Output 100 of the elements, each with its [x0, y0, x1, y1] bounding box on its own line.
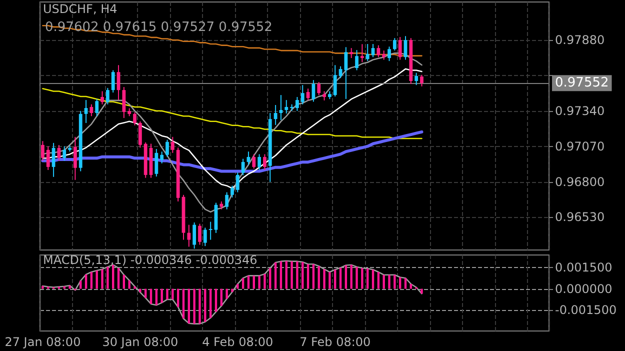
- candlestick: [258, 154, 262, 170]
- bar: [90, 272, 93, 289]
- y-tick-label: 0.96530: [555, 210, 605, 224]
- x-tick-label: 4 Feb 08:00: [202, 335, 274, 349]
- bar: [182, 288, 185, 319]
- candlestick: [187, 224, 191, 248]
- bar: [242, 278, 244, 289]
- candlestick: [106, 87, 110, 105]
- line-series: [42, 88, 422, 140]
- bar: [258, 276, 260, 289]
- bar: [388, 274, 390, 289]
- bar: [280, 261, 282, 289]
- candlestick: [208, 221, 212, 240]
- candlestick: [322, 90, 326, 101]
- bar: [101, 269, 104, 289]
- bar: [139, 288, 142, 292]
- candlestick: [166, 139, 169, 158]
- bar: [117, 268, 120, 289]
- candlestick: [122, 86, 126, 118]
- bar: [172, 288, 174, 300]
- candlestick: [160, 151, 164, 164]
- candlestick: [376, 44, 380, 58]
- candlestick: [333, 64, 337, 97]
- bar: [366, 268, 369, 289]
- bar: [80, 280, 82, 289]
- y-tick-label: 0.97340: [555, 104, 605, 118]
- bar: [372, 270, 374, 289]
- candlestick: [300, 84, 304, 105]
- bar: [96, 270, 98, 289]
- bar: [328, 272, 331, 289]
- bar: [236, 284, 239, 289]
- bar: [410, 284, 412, 289]
- bar: [382, 274, 385, 289]
- candlestick: [133, 112, 136, 126]
- y-tick-label: 0.001500: [555, 260, 612, 275]
- candlestick: [46, 146, 50, 170]
- bar: [160, 288, 163, 303]
- bar: [128, 280, 130, 289]
- candlestick: [414, 72, 418, 86]
- bar: [231, 288, 234, 292]
- line-series: [41, 130, 424, 173]
- bar: [296, 261, 298, 289]
- candlestick: [62, 146, 66, 162]
- bar: [84, 274, 88, 289]
- chart-title: MACD(5,13,1) -0.000346 -0.000346: [43, 253, 258, 267]
- candlestick: [263, 154, 266, 170]
- candlestick: [230, 185, 234, 198]
- candlestick: [236, 172, 240, 193]
- bar: [394, 274, 396, 289]
- candlestick: [382, 50, 386, 60]
- candlestick: [420, 74, 424, 87]
- candlestick: [95, 98, 99, 117]
- bar: [339, 268, 342, 289]
- candlestick: [154, 148, 158, 178]
- bar: [350, 264, 352, 289]
- x-tick-label: 30 Jan 08:00: [102, 335, 178, 349]
- bar: [285, 260, 288, 289]
- bar: [112, 264, 114, 289]
- bar: [204, 288, 206, 322]
- bar: [188, 288, 190, 324]
- bar: [398, 277, 402, 289]
- candlestick: [344, 46, 348, 100]
- candlestick: [350, 48, 354, 59]
- bar: [252, 276, 255, 289]
- bar: [193, 288, 196, 324]
- candlestick: [355, 50, 358, 71]
- candlestick: [225, 192, 229, 210]
- y-tick-label: 0.97070: [555, 139, 605, 154]
- bar: [318, 266, 320, 289]
- x-tick-label: 27 Jan 08:00: [4, 335, 81, 349]
- bar: [63, 286, 66, 289]
- bar: [290, 261, 293, 289]
- candlestick: [392, 38, 396, 52]
- candlestick: [360, 44, 364, 63]
- bar: [122, 274, 126, 289]
- candlestick: [100, 90, 104, 105]
- candlestick: [366, 43, 370, 62]
- candlestick: [203, 227, 207, 247]
- x-tick-label: 7 Feb 08:00: [300, 335, 371, 349]
- candlestick: [398, 36, 402, 60]
- bar: [150, 288, 152, 304]
- candlestick: [252, 154, 256, 170]
- y-tick-label: -0.001500: [555, 302, 617, 317]
- candlestick: [41, 140, 44, 162]
- bar: [264, 274, 266, 289]
- bar: [226, 288, 228, 299]
- bar: [361, 268, 364, 289]
- candlestick: [296, 96, 299, 112]
- bar: [344, 265, 348, 289]
- candlestick: [192, 222, 196, 250]
- bar: [306, 264, 310, 289]
- bar: [420, 288, 423, 294]
- candlestick: [90, 104, 94, 117]
- bar: [404, 278, 407, 289]
- bar: [209, 288, 212, 318]
- ref-line-label: 0.97552: [555, 76, 609, 91]
- chart-title: USDCHF, H4: [43, 2, 118, 16]
- candlestick: [388, 46, 391, 62]
- candlestick: [284, 100, 288, 114]
- bar: [312, 264, 315, 289]
